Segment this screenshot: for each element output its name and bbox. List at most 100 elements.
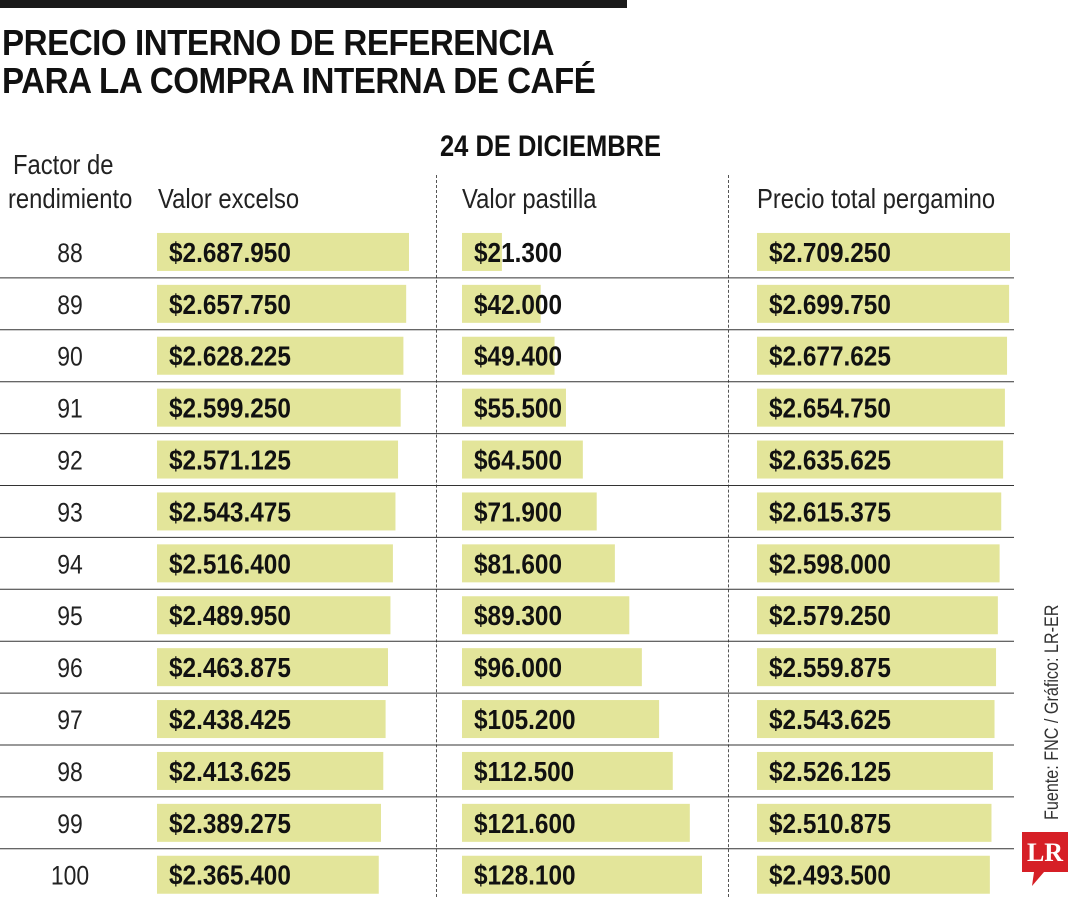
column-header-factor-line-2: rendimiento — [8, 183, 133, 214]
factor-label: 89 — [57, 290, 83, 320]
excelso-bar — [157, 492, 396, 531]
pastilla-value-label: $112.500 — [474, 755, 574, 787]
date-label: 24 DE DICIEMBRE — [440, 130, 662, 163]
pergamino-value-label: $2.635.625 — [769, 444, 891, 476]
pastilla-bar — [462, 492, 597, 531]
excelso-bar — [157, 440, 399, 479]
pergamino-bar — [757, 388, 1005, 427]
pergamino-value-label: $2.654.750 — [769, 392, 891, 424]
pergamino-value-label: $2.699.750 — [769, 288, 891, 320]
pastilla-bar — [462, 803, 690, 842]
pergamino-bar — [757, 284, 1010, 323]
pergamino-value-label: $2.526.125 — [769, 755, 891, 787]
excelso-bar — [157, 855, 379, 894]
pastilla-bar — [462, 648, 642, 687]
excelso-bar — [157, 648, 388, 687]
pastilla-value-label: $21.300 — [474, 236, 562, 268]
pastilla-bar — [462, 232, 502, 271]
excelso-value-label: $2.687.950 — [169, 236, 291, 268]
column-header-factor-line-1: Factor de — [12, 149, 114, 180]
pastilla-bar — [462, 855, 702, 894]
factor-label: 100 — [51, 861, 89, 891]
pergamino-bar — [757, 440, 1004, 479]
pastilla-bar — [462, 544, 615, 583]
pastilla-value-label: $128.100 — [474, 859, 576, 891]
excelso-value-label: $2.516.400 — [169, 548, 291, 580]
excelso-value-label: $2.489.950 — [169, 600, 291, 632]
factor-label: 91 — [57, 394, 83, 424]
excelso-value-label: $2.389.275 — [169, 807, 291, 839]
pastilla-value-label: $71.900 — [474, 496, 562, 528]
excelso-bar — [157, 596, 391, 635]
pastilla-value-label: $121.600 — [474, 807, 576, 839]
pergamino-bar — [757, 544, 1000, 583]
pastilla-bar — [462, 596, 630, 635]
excelso-value-label: $2.657.750 — [169, 288, 291, 320]
pergamino-value-label: $2.579.250 — [769, 600, 891, 632]
excelso-bar — [157, 544, 393, 583]
excelso-value-label: $2.628.225 — [169, 340, 291, 372]
pastilla-bar — [462, 751, 673, 790]
pergamino-bar — [757, 855, 990, 894]
chart-title-line-2: PARA LA COMPRA INTERNA DE CAFÉ — [2, 60, 596, 101]
column-divider-1 — [436, 175, 437, 897]
pastilla-bar — [462, 440, 583, 479]
top-rule — [0, 0, 627, 8]
excelso-value-label: $2.571.125 — [169, 444, 291, 476]
pergamino-value-label: $2.543.625 — [769, 703, 891, 735]
pastilla-value-label: $81.600 — [474, 548, 562, 580]
excelso-value-label: $2.413.625 — [169, 755, 291, 787]
pergamino-bar — [757, 648, 997, 687]
pergamino-bar — [757, 700, 995, 739]
factor-label: 94 — [57, 550, 83, 580]
excelso-value-label: $2.365.400 — [169, 859, 291, 891]
pergamino-value-label: $2.493.500 — [769, 859, 891, 891]
pergamino-value-label: $2.510.875 — [769, 807, 891, 839]
excelso-bar — [157, 751, 384, 790]
pergamino-value-label: $2.559.875 — [769, 652, 891, 684]
pastilla-bar — [462, 284, 541, 323]
excelso-bar — [157, 336, 404, 375]
pergamino-bar — [757, 596, 998, 635]
pergamino-bar — [757, 336, 1008, 375]
factor-label: 96 — [57, 653, 83, 683]
factor-label: 97 — [57, 705, 83, 735]
pastilla-value-label: $49.400 — [474, 340, 562, 372]
pergamino-value-label: $2.709.250 — [769, 236, 891, 268]
excelso-value-label: $2.599.250 — [169, 392, 291, 424]
factor-label: 92 — [57, 446, 83, 476]
pastilla-value-label: $96.000 — [474, 652, 562, 684]
pastilla-value-label: $105.200 — [474, 703, 576, 735]
pergamino-value-label: $2.677.625 — [769, 340, 891, 372]
excelso-value-label: $2.438.425 — [169, 703, 291, 735]
pergamino-value-label: $2.598.000 — [769, 548, 891, 580]
excelso-bar — [157, 284, 407, 323]
column-header-pergamino: Precio total pergamino — [757, 183, 996, 214]
pastilla-bar — [462, 336, 555, 375]
lr-logo-text: LR — [1026, 838, 1064, 867]
pergamino-bar — [757, 492, 1002, 531]
column-header-excelso: Valor excelso — [158, 183, 300, 214]
chart-title: PRECIO INTERNO DE REFERENCIA PARA LA COM… — [2, 22, 596, 101]
excelso-bar — [157, 388, 401, 427]
column-header-pastilla: Valor pastilla — [462, 183, 597, 214]
lr-logo-shape — [1022, 832, 1068, 886]
lr-logo: LR — [1022, 832, 1068, 886]
pastilla-value-label: $55.500 — [474, 392, 562, 424]
factor-label: 88 — [57, 238, 83, 268]
factor-label: 90 — [57, 342, 83, 372]
factor-label: 95 — [57, 602, 83, 632]
column-divider-2 — [728, 175, 729, 897]
excelso-bar — [157, 232, 409, 271]
pergamino-bar — [757, 232, 1010, 271]
pergamino-value-label: $2.615.375 — [769, 496, 891, 528]
factor-label: 99 — [57, 809, 83, 839]
chart-title-line-1: PRECIO INTERNO DE REFERENCIA — [2, 22, 555, 63]
source-credit: Fuente: FNC / Gráfico: LR-ER — [1042, 604, 1063, 820]
pastilla-bar — [462, 700, 660, 739]
pastilla-bar — [462, 388, 566, 427]
excelso-value-label: $2.463.875 — [169, 652, 291, 684]
column-header-factor: Factor de rendimiento — [8, 148, 133, 216]
pastilla-value-label: $42.000 — [474, 288, 562, 320]
